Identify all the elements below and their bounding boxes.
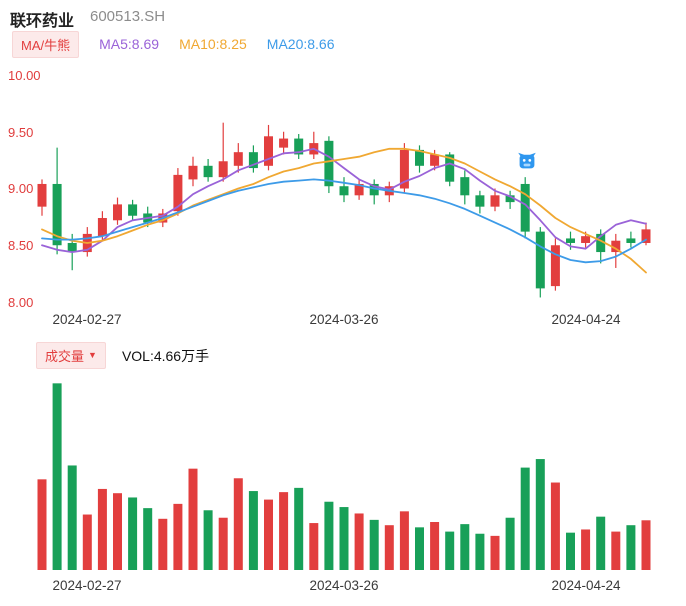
volume-value-label: VOL:4.66万手 (121, 347, 210, 364)
ma5-legend-label: MA5:8.69 (99, 36, 160, 52)
ma-mode-badge[interactable]: MA/牛熊 (12, 30, 80, 58)
volume-chart-area[interactable] (30, 372, 670, 572)
price-date-label: 2024-03-26 (309, 312, 379, 327)
ma-legend-row: MA/牛熊 MA5:8.69 MA10:8.25 MA20:8.66 (12, 30, 335, 58)
price-date-label: 2024-02-27 (52, 312, 122, 327)
stock-title: 联环药业 (10, 13, 75, 30)
y-axis-label: 8.00 (8, 295, 34, 310)
ma10-legend-label: MA10:8.25 (179, 36, 247, 52)
volume-badge-label: 成交量 (45, 349, 85, 364)
volume-date-label: 2024-02-27 (52, 578, 122, 593)
ma20-legend-label: MA20:8.66 (266, 36, 335, 52)
price-chart-area[interactable] (30, 62, 670, 310)
stock-code: 600513.SH (90, 8, 166, 25)
volume-mode-badge[interactable]: 成交量 ▼ (36, 342, 106, 369)
volume-header: 成交量 ▼ VOL:4.66万手 (36, 342, 209, 369)
y-axis-label: 9.00 (8, 181, 34, 196)
y-axis-label: 8.50 (8, 238, 34, 253)
y-axis-label: 9.50 (8, 125, 34, 140)
volume-date-label: 2024-03-26 (309, 578, 379, 593)
volume-date-label: 2024-04-24 (551, 578, 621, 593)
bull-badge-icon[interactable] (517, 151, 537, 171)
caret-down-icon: ▼ (88, 350, 97, 360)
price-date-label: 2024-04-24 (551, 312, 621, 327)
y-axis-label: 10.00 (8, 68, 41, 83)
